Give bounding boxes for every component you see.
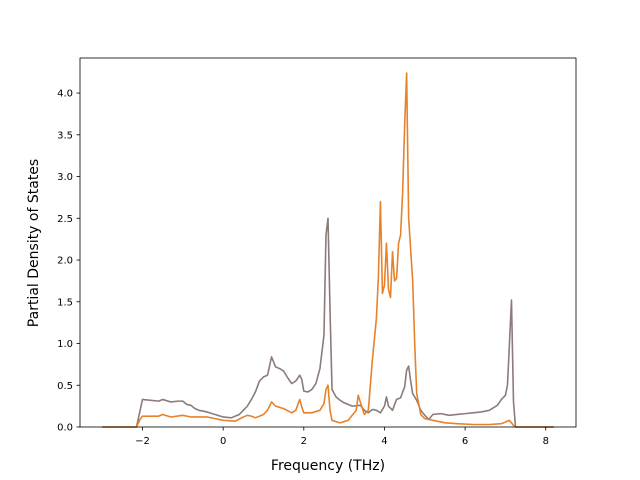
y-axis-label: Partial Density of States xyxy=(26,159,42,327)
y-tick-label: 1.0 xyxy=(57,339,73,350)
plot-frame xyxy=(79,57,577,428)
y-tick-label: 2.0 xyxy=(57,256,73,267)
y-tick-label: 1.5 xyxy=(57,297,73,308)
y-axis: 0.0 0.5 1.0 1.5 2.0 2.5 3.0 3.5 4.0 xyxy=(57,89,80,434)
x-tick-label: 0 xyxy=(220,436,226,447)
y-tick-label: 2.5 xyxy=(57,214,73,225)
y-tick-label: 3.5 xyxy=(57,130,73,141)
x-tick-label: 8 xyxy=(543,436,549,447)
x-tick-label: −2 xyxy=(135,436,150,447)
x-axis: −2 0 2 4 6 8 xyxy=(135,427,549,447)
series-line-2 xyxy=(102,72,554,428)
x-tick-label: 2 xyxy=(301,436,307,447)
x-tick-label: 4 xyxy=(381,436,387,447)
y-tick-label: 0.5 xyxy=(57,381,73,392)
x-axis-label: Frequency (THz) xyxy=(271,458,385,474)
y-tick-label: 4.0 xyxy=(57,89,73,100)
series-line-1 xyxy=(102,217,554,428)
y-tick-label: 0.0 xyxy=(57,423,73,434)
x-tick-label: 6 xyxy=(462,436,468,447)
y-tick-label: 3.0 xyxy=(57,172,73,183)
series-layer xyxy=(102,72,554,428)
